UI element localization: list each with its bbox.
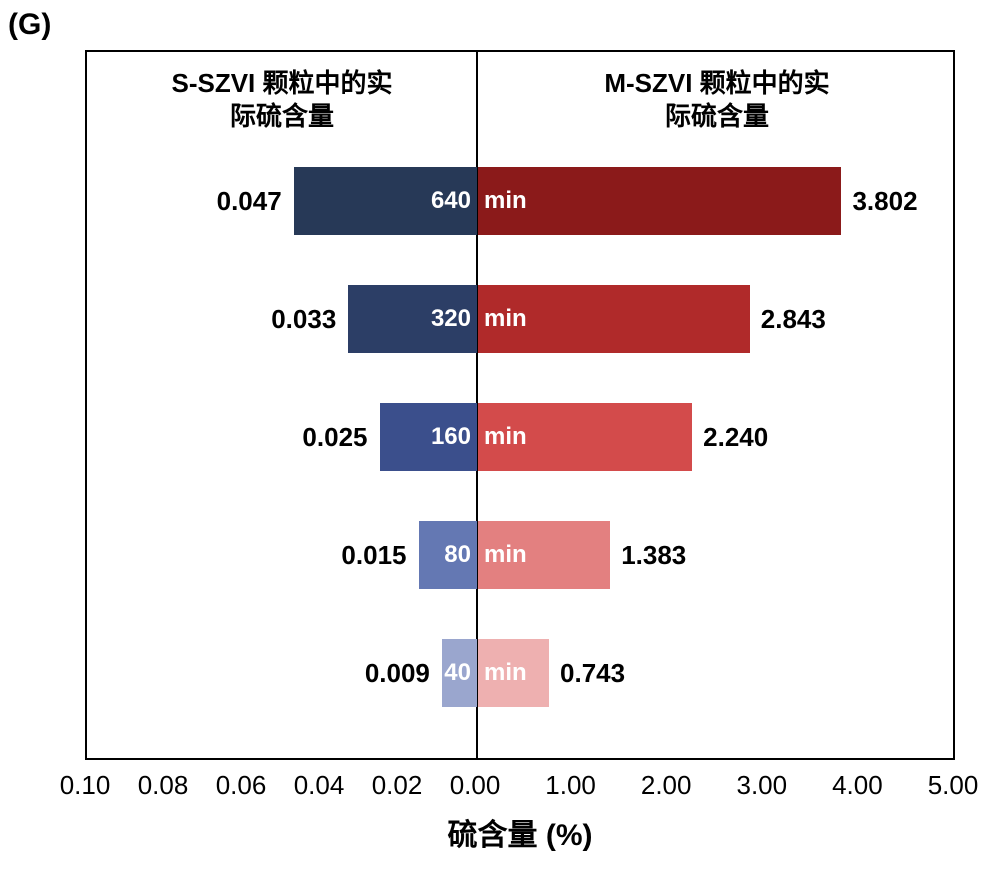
- x-tick: 0.04: [279, 770, 359, 801]
- value-label-left: 0.047: [87, 186, 282, 217]
- value-label-right: 0.743: [560, 658, 710, 689]
- bar-left: 640: [294, 167, 477, 235]
- plot-frame: S-SZVI 颗粒中的实 际硫含量 M-SZVI 颗粒中的实 际硫含量 640m…: [85, 50, 955, 760]
- value-label-right: 2.240: [703, 422, 853, 453]
- right-header: M-SZVI 颗粒中的实 际硫含量: [477, 67, 957, 132]
- bar-left: 80: [419, 521, 478, 589]
- x-tick: 0.10: [45, 770, 125, 801]
- x-tick: 0.06: [201, 770, 281, 801]
- bar-right: min: [478, 167, 841, 235]
- bar-left: 160: [380, 403, 478, 471]
- x-tick: 0.00: [435, 770, 515, 801]
- bar-right: min: [478, 285, 750, 353]
- value-label-left: 0.015: [87, 540, 407, 571]
- bar-left: 320: [348, 285, 477, 353]
- figure-container: (G) S-SZVI 颗粒中的实 际硫含量 M-SZVI 颗粒中的实 际硫含量 …: [0, 0, 1000, 886]
- x-tick: 0.02: [357, 770, 437, 801]
- x-tick: 4.00: [817, 770, 897, 801]
- left-header: S-SZVI 颗粒中的实 际硫含量: [87, 67, 477, 132]
- bar-right: min: [478, 639, 549, 707]
- value-label-right: 2.843: [761, 304, 911, 335]
- panel-label: (G): [8, 8, 51, 42]
- x-tick: 2.00: [626, 770, 706, 801]
- value-label-right: 1.383: [621, 540, 771, 571]
- x-tick: 5.00: [913, 770, 993, 801]
- bar-right: min: [478, 403, 692, 471]
- bar-left: 40: [442, 639, 477, 707]
- x-axis-label: 硫含量 (%): [85, 810, 955, 854]
- bar-right: min: [478, 521, 610, 589]
- value-label-left: 0.025: [87, 422, 368, 453]
- x-tick: 3.00: [722, 770, 802, 801]
- value-label-right: 3.802: [852, 186, 1000, 217]
- x-tick: 1.00: [531, 770, 611, 801]
- value-label-left: 0.033: [87, 304, 336, 335]
- value-label-left: 0.009: [87, 658, 430, 689]
- x-tick: 0.08: [123, 770, 203, 801]
